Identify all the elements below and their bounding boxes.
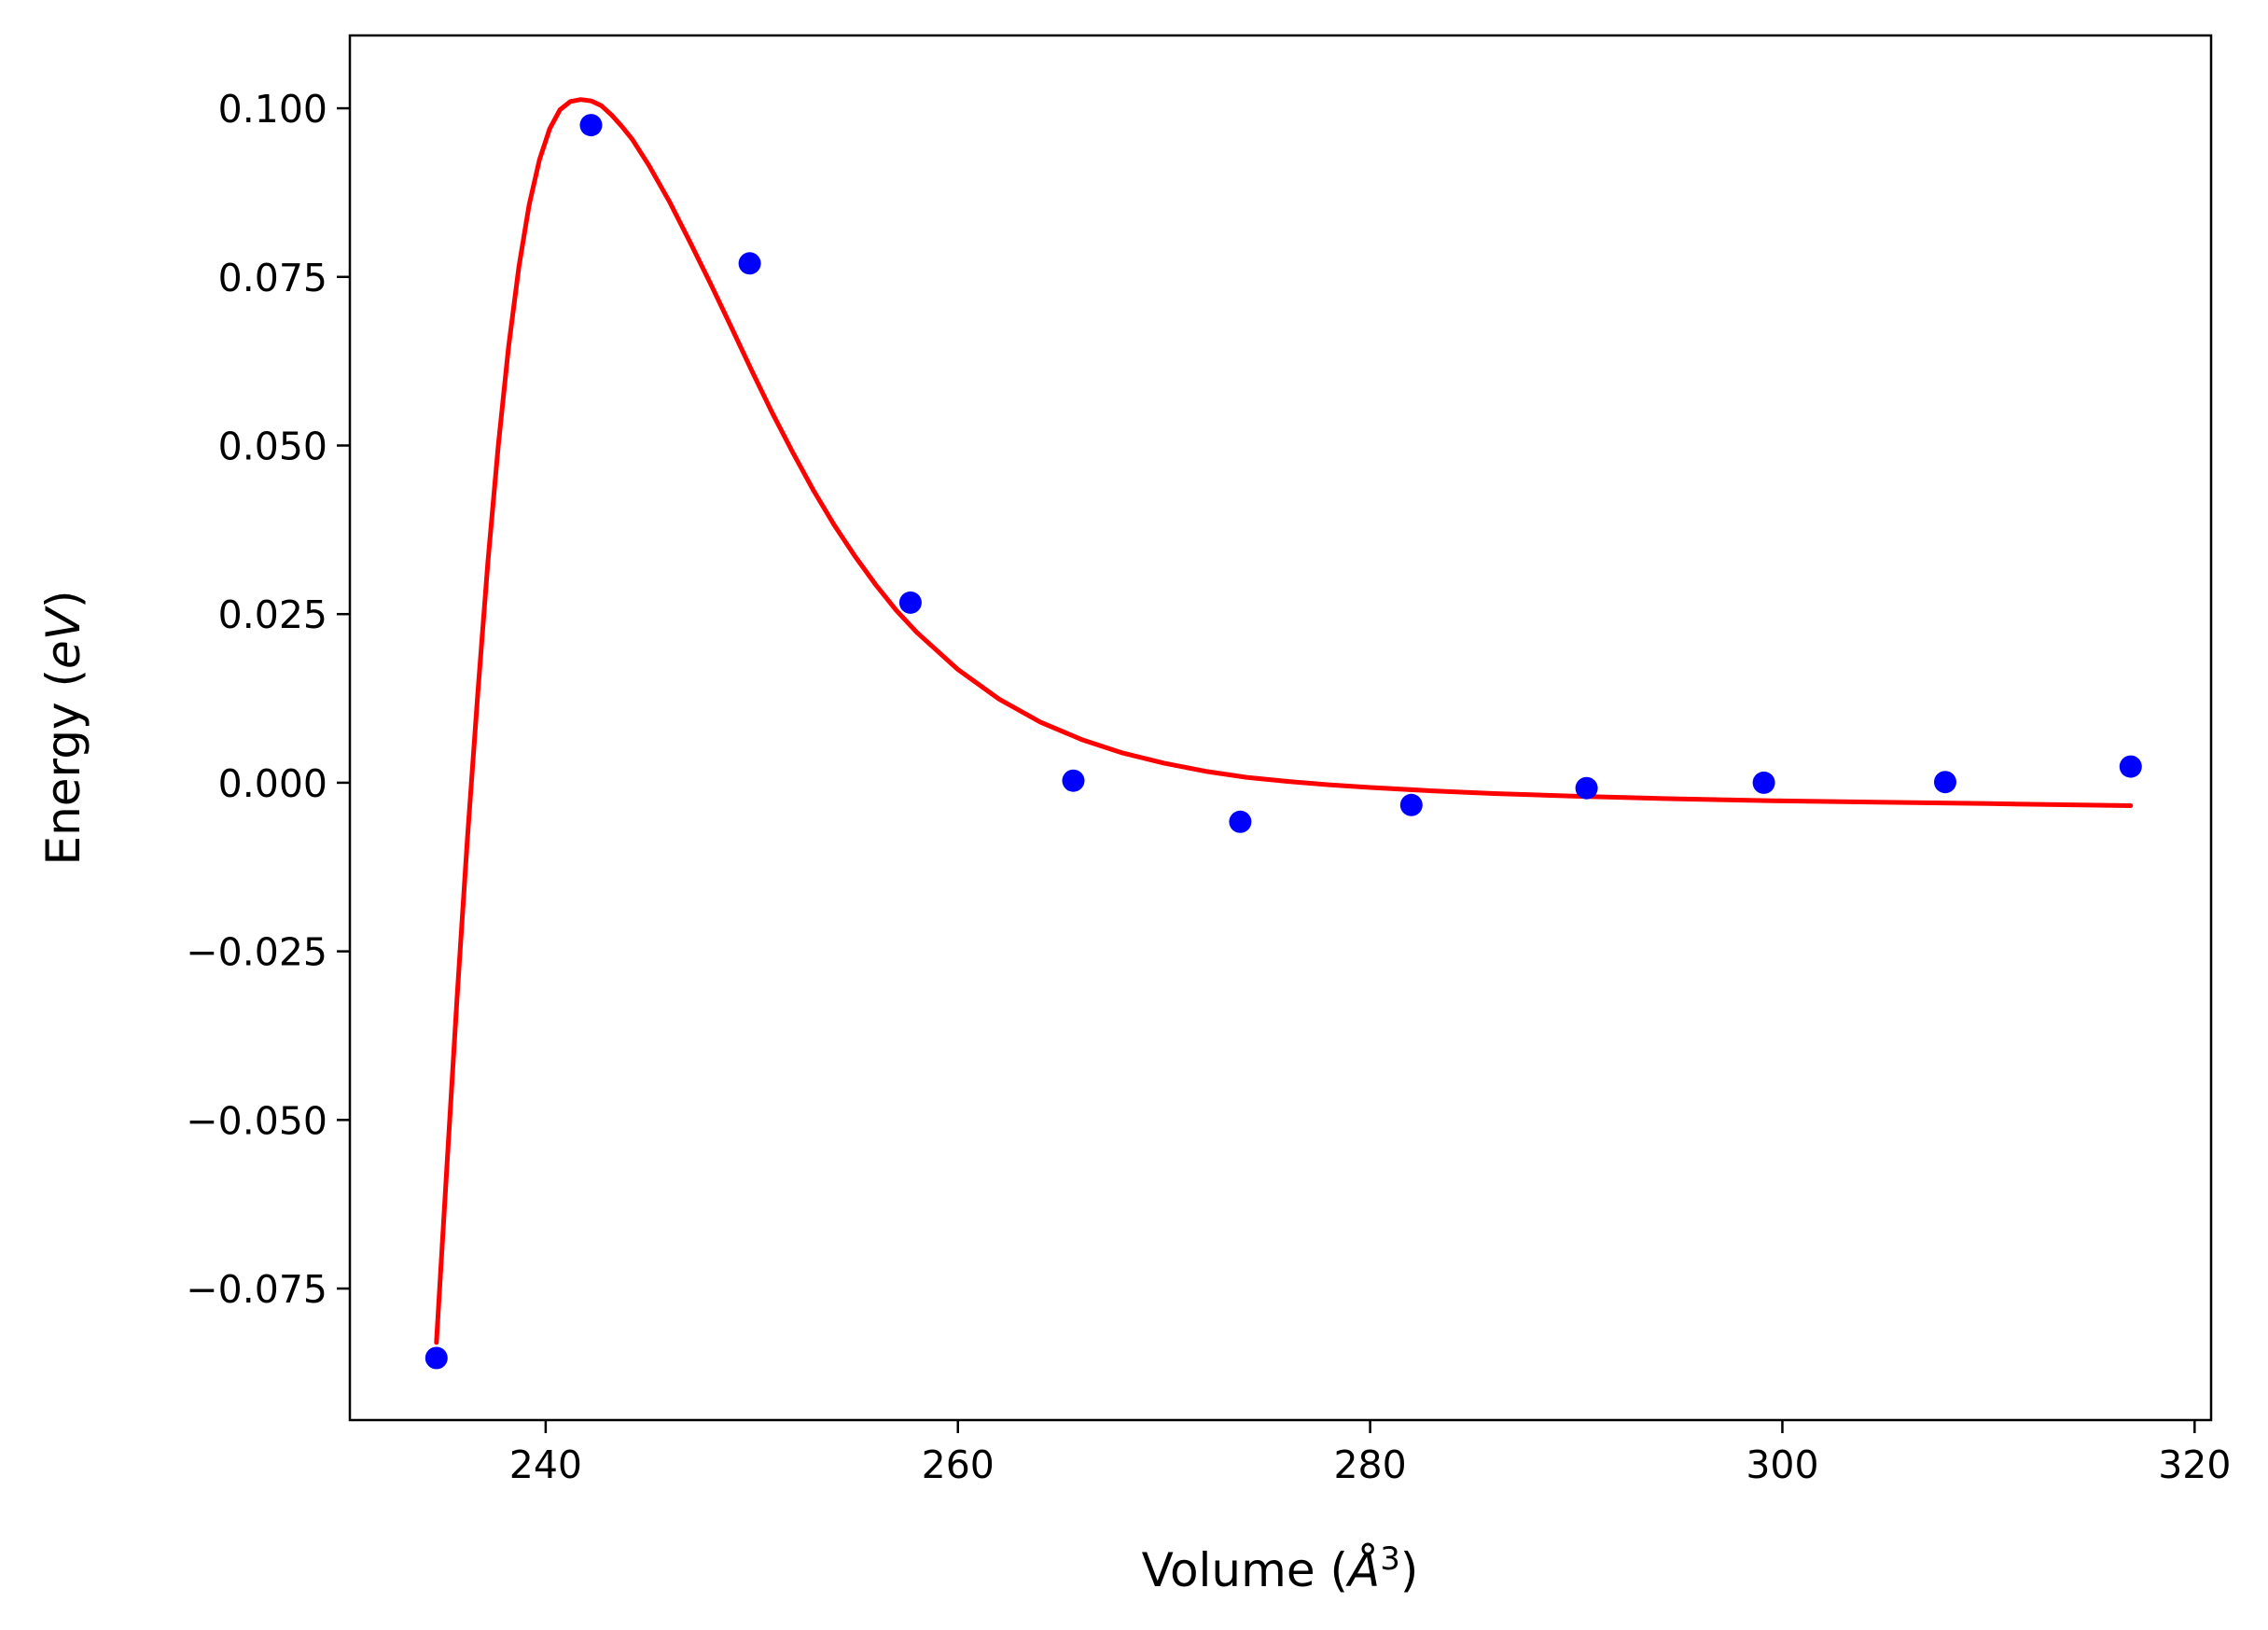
data-point-5 [1062, 769, 1085, 792]
y-tick-label: −0.025 [186, 930, 327, 975]
plot-frame [348, 34, 2213, 1422]
plot-area [350, 35, 2211, 1420]
x-tick-label: 260 [922, 1442, 995, 1487]
x-tick-label: 240 [509, 1442, 582, 1487]
y-tick-label: −0.075 [186, 1267, 327, 1312]
data-point-11 [2119, 755, 2142, 778]
y-tick-label: 0.100 [218, 87, 327, 132]
data-point-1 [424, 1346, 448, 1370]
data-point-2 [579, 114, 603, 137]
data-point-7 [1399, 793, 1423, 816]
y-tick-label: −0.050 [186, 1098, 327, 1143]
x-axis-ticks: 240 260 280 300 320 [509, 1420, 2231, 1487]
series-layer [424, 97, 2142, 1370]
y-tick-label: 0.000 [218, 761, 327, 806]
data-point-8 [1575, 776, 1598, 800]
data-point-3 [738, 252, 761, 275]
x-tick-label: 280 [1333, 1442, 1406, 1487]
y-tick-label: 0.025 [218, 592, 327, 637]
data-point-9 [1752, 771, 1775, 794]
x-tick-label: 320 [2158, 1442, 2231, 1487]
y-axis-ticks: 0.100 0.075 0.050 0.025 0.000 −0.025 −0.050 −0.… [186, 87, 350, 1312]
data-point-10 [1934, 771, 1956, 794]
data-point-4 [898, 591, 922, 614]
data-point-6 [1229, 810, 1252, 833]
y-axis-title: Energy (eV) [36, 591, 90, 866]
y-tick-label: 0.075 [218, 256, 327, 300]
x-axis-title: Volume (Å3) [1142, 1540, 1419, 1597]
x-tick-label: 300 [1746, 1442, 1818, 1487]
y-tick-label: 0.050 [218, 424, 327, 468]
fit-curve-line [434, 97, 2134, 1345]
